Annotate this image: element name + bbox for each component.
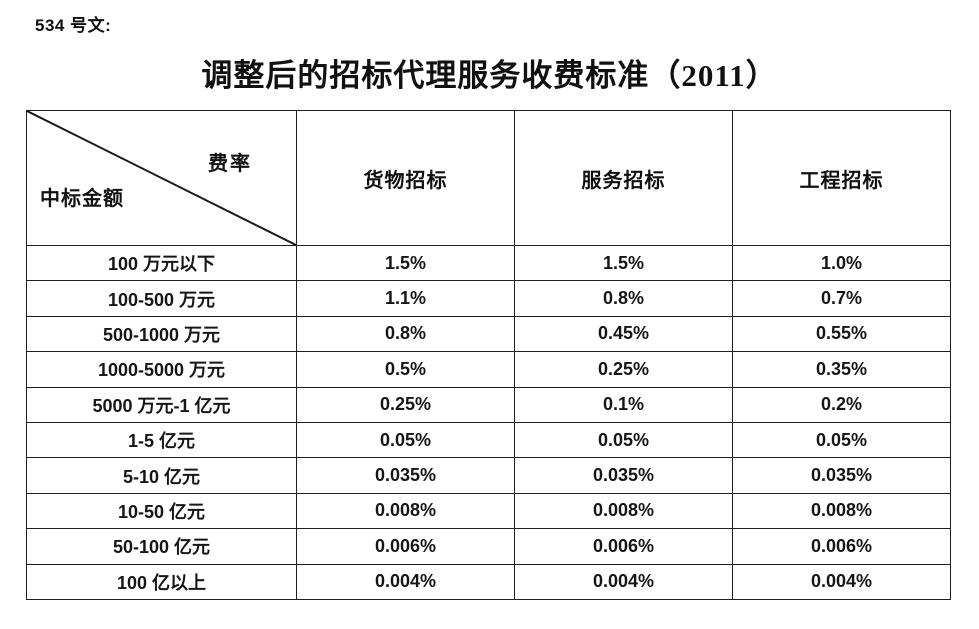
doc-number: 534 号文: [35,16,112,35]
table-row: 1-5 亿元 0.05% 0.05% 0.05% [26,421,951,459]
rate-cell: 0.25% [514,351,733,388]
rate-cell: 0.8% [514,280,733,317]
table-row: 5000 万元-1 亿元 0.25% 0.1% 0.2% [26,386,951,423]
rate-cell: 0.25% [296,386,515,423]
rate-cell: 0.05% [296,421,515,459]
rate-cell: 0.008% [514,492,733,530]
fee-table-body: 100 万元以下 1.5% 1.5% 1.0% 100-500 万元 1.1% 0.8% 0.… [26,244,951,601]
rate-cell: 0.035% [514,457,733,494]
rate-cell: 0.006% [296,528,515,565]
row-header: 100 亿以上 [26,563,297,601]
row-header: 50-100 亿元 [26,528,297,565]
rate-cell: 1.1% [296,280,515,317]
fee-table: 费率 中标金额 货物招标 服务招标 工程招标 100 万元以下 1.5% 1.5% 1… [26,110,951,601]
row-header: 10-50 亿元 [26,492,297,530]
amount-axis-label: 中标金额 [40,188,124,210]
rate-cell: 0.004% [296,563,515,601]
rate-cell: 0.35% [732,351,951,388]
row-header: 1-5 亿元 [26,421,297,459]
table-row: 10-50 亿元 0.008% 0.008% 0.008% [26,492,951,530]
rate-cell: 0.004% [732,563,951,601]
diagonal-divider-icon [27,111,296,245]
page-title: 调整后的招标代理服务收费标准（2011） [201,58,778,93]
column-header-engineering-bidding: 工程招标 [732,110,951,246]
rate-cell: 1.5% [296,244,515,282]
corner-header-cell: 费率 中标金额 [26,110,297,246]
table-row: 500-1000 万元 0.8% 0.45% 0.55% [26,315,951,353]
rate-cell: 0.004% [514,563,733,601]
rate-cell: 0.8% [296,315,515,353]
rate-cell: 0.45% [514,315,733,353]
column-header-goods-bidding: 货物招标 [296,110,515,246]
row-header: 500-1000 万元 [26,315,297,353]
header-row: 费率 中标金额 货物招标 服务招标 工程招标 [26,110,951,246]
rate-cell: 0.035% [732,457,951,494]
rate-cell: 0.7% [732,280,951,317]
rate-cell: 0.006% [514,528,733,565]
rate-cell: 0.05% [514,421,733,459]
table-row: 100 亿以上 0.004% 0.004% 0.004% [26,563,951,601]
rate-cell: 0.035% [296,457,515,494]
rate-cell: 0.5% [296,351,515,388]
rate-cell: 0.008% [732,492,951,530]
rate-axis-label: 费率 [208,153,252,175]
table-row: 1000-5000 万元 0.5% 0.25% 0.35% [26,351,951,388]
table-row: 5-10 亿元 0.035% 0.035% 0.035% [26,457,951,494]
row-header: 1000-5000 万元 [26,351,297,388]
row-header: 100-500 万元 [26,280,297,317]
table-row: 100-500 万元 1.1% 0.8% 0.7% [26,280,951,317]
table-row: 100 万元以下 1.5% 1.5% 1.0% [26,244,951,282]
rate-cell: 1.0% [732,244,951,282]
row-header: 5000 万元-1 亿元 [26,386,297,423]
rate-cell: 0.006% [732,528,951,565]
rate-cell: 0.05% [732,421,951,459]
column-header-service-bidding: 服务招标 [514,110,733,246]
rate-cell: 0.1% [514,386,733,423]
rate-cell: 0.008% [296,492,515,530]
rate-cell: 1.5% [514,244,733,282]
rate-cell: 0.2% [732,386,951,423]
table-row: 50-100 亿元 0.006% 0.006% 0.006% [26,528,951,565]
row-header: 5-10 亿元 [26,457,297,494]
row-header: 100 万元以下 [26,244,297,282]
rate-cell: 0.55% [732,315,951,353]
